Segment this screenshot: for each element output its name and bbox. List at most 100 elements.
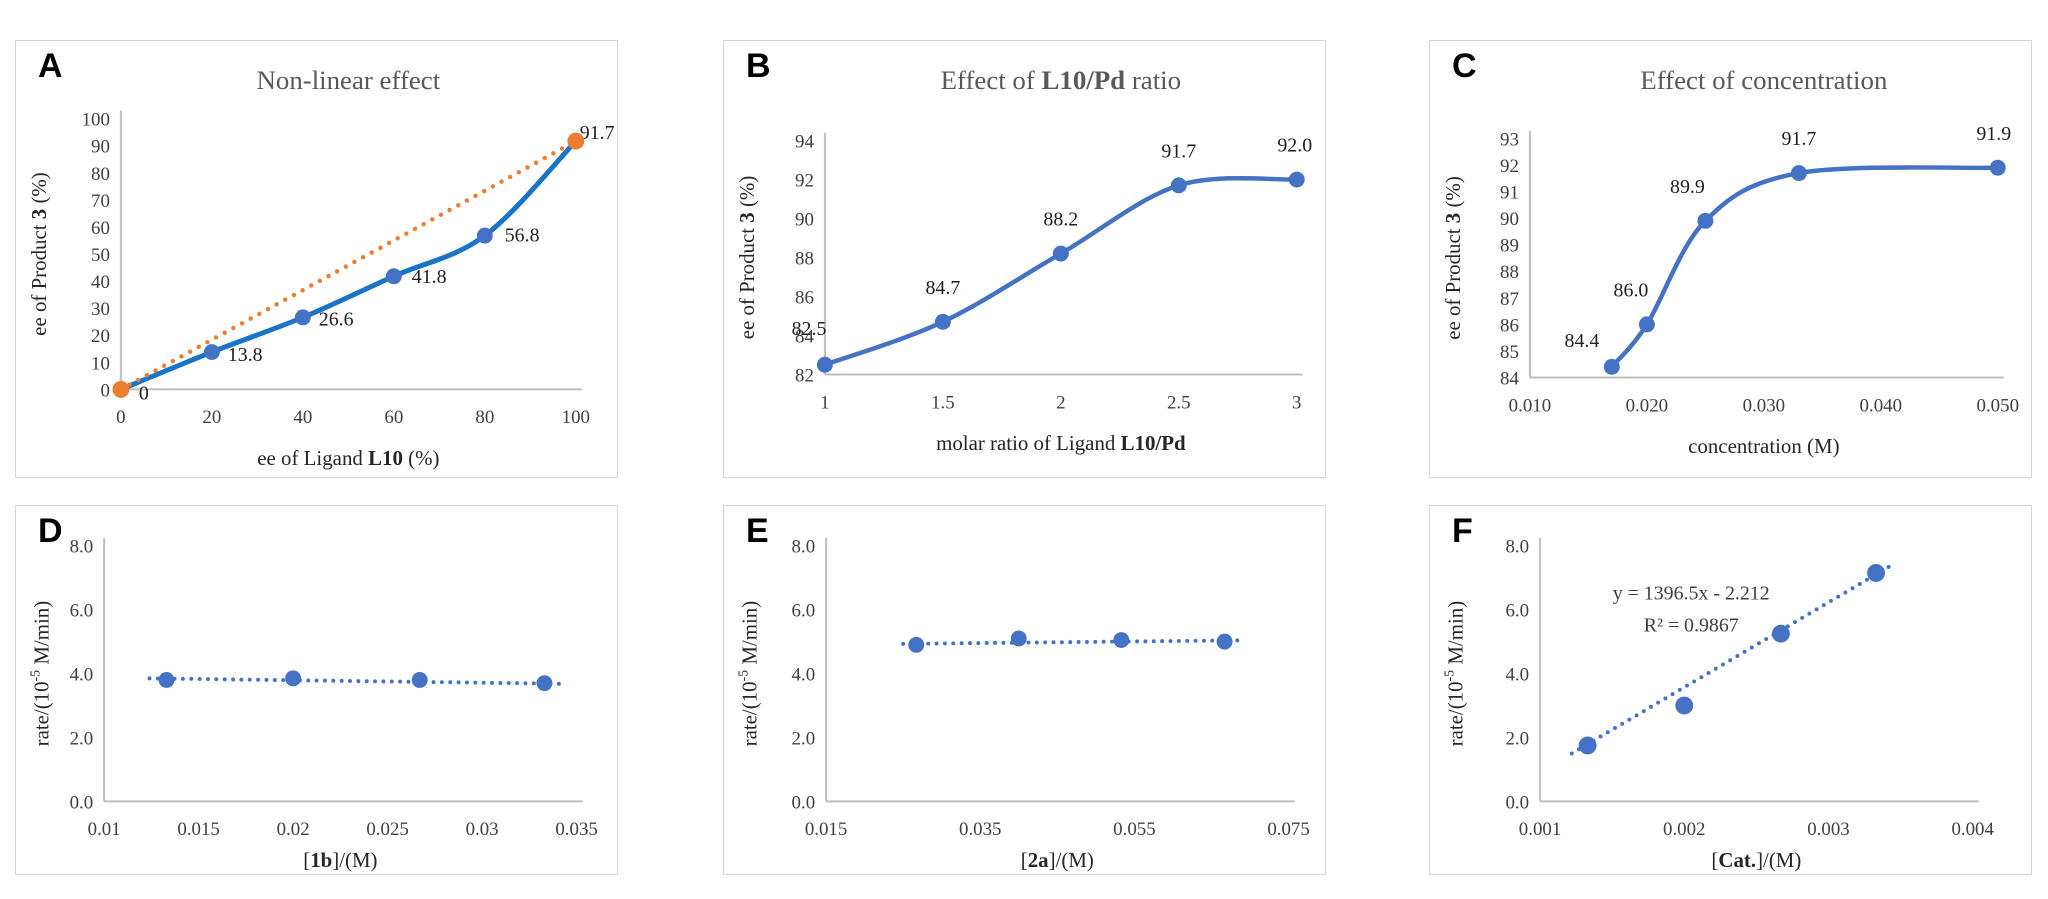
data-label: 91.7 <box>580 122 615 144</box>
y-tick-label: 2.0 <box>792 728 816 749</box>
chart-nonlinear-effect: 0 10 20 30 40 50 60 70 80 90 100 0 20 40 60 80 100 Non-li… <box>27 65 615 470</box>
x-tick-label: 0.040 <box>1860 395 1903 416</box>
x-tick-label: 0.030 <box>1743 395 1786 416</box>
chart-title: Effect of concentration <box>1640 65 1888 95</box>
x-tick-label: 0.015 <box>177 819 219 840</box>
data-point <box>1170 177 1187 194</box>
x-tick-label: 80 <box>475 407 494 428</box>
data-label: 91.7 <box>1782 128 1817 150</box>
trendline-equation: y = 1396.5x - 2.212 <box>1613 582 1770 604</box>
y-tick-label: 8.0 <box>792 537 816 558</box>
data-point <box>816 356 833 373</box>
x-tick-label: 100 <box>562 407 590 428</box>
y-tick-label: 88 <box>1500 262 1519 283</box>
data-point <box>1578 736 1597 755</box>
trendline <box>147 676 570 686</box>
data-point <box>1603 358 1620 375</box>
y-tick-label: 6.0 <box>792 601 816 622</box>
x-tick-label: 2.5 <box>1167 392 1191 413</box>
data-point <box>1113 632 1130 648</box>
data-point <box>1867 563 1886 582</box>
y-tick-label: 0.0 <box>70 792 94 813</box>
data-label: 84.7 <box>925 277 960 299</box>
y-tick-label: 92 <box>1500 156 1519 177</box>
y-axis-title: rate/(10-5 M/min) <box>737 601 762 747</box>
y-tick-label: 93 <box>1500 130 1519 151</box>
x-tick-label: 0.03 <box>466 819 499 840</box>
x-tick-label: 0.050 <box>1977 395 2020 416</box>
y-tick-label: 2.0 <box>70 728 94 749</box>
y-tick-label: 50 <box>91 245 110 266</box>
data-point <box>1052 245 1069 262</box>
chart-title: Effect of L10/Pd ratio <box>941 65 1181 95</box>
y-tick-label: 0 <box>100 380 109 401</box>
y-tick-label: 90 <box>1500 209 1519 230</box>
y-axis-title: ee of Product 3 (%) <box>1441 176 1465 340</box>
data-point <box>285 670 302 687</box>
data-label: 41.8 <box>412 266 447 288</box>
chart-rate-vs-1b: 0.0 2.0 4.0 6.0 8.0 0.01 0.015 0.02 0.025 0.03 0.0… <box>29 537 598 872</box>
chart-title: Non-linear effect <box>257 65 441 95</box>
chart-concentration-effect: 84 85 86 87 88 89 90 91 92 93 0.010 0.020 0.030 0.040… <box>1441 65 2020 458</box>
data-point <box>1771 624 1790 643</box>
data-point <box>1790 165 1807 182</box>
data-point <box>203 344 220 361</box>
data-label: 86.0 <box>1614 279 1649 301</box>
y-tick-label: 90 <box>91 137 110 158</box>
y-tick-label: 87 <box>1500 289 1519 310</box>
data-label: 82.5 <box>792 318 827 340</box>
x-tick-label: 20 <box>202 407 221 428</box>
y-axis-title: ee of Product 3 (%) <box>27 172 51 336</box>
chart-rate-vs-2a: 0.0 2.0 4.0 6.0 8.0 0.015 0.035 0.055 0.075 [2a]/… <box>737 537 1310 872</box>
chart-ratio-effect: 82 84 86 88 90 92 94 1 1.5 2 2.5 3 Effect of L10/Pd … <box>735 65 1312 455</box>
y-tick-label: 89 <box>1500 236 1519 257</box>
x-tick-label: 40 <box>293 407 312 428</box>
y-tick-label: 70 <box>91 191 110 212</box>
x-tick-label: 0 <box>116 407 125 428</box>
y-tick-label: 82 <box>795 365 814 386</box>
y-tick-label: 8.0 <box>1506 537 1530 558</box>
x-tick-label: 0.003 <box>1807 819 1849 840</box>
data-point <box>385 268 402 285</box>
x-tick-label: 0.025 <box>366 819 408 840</box>
x-axis-title: molar ratio of Ligand L10/Pd <box>936 431 1186 455</box>
data-label: 89.9 <box>1670 176 1705 198</box>
x-tick-label: 1 <box>820 392 829 413</box>
y-tick-label: 100 <box>82 110 110 131</box>
y-tick-label: 30 <box>91 299 110 320</box>
data-point <box>1216 633 1233 650</box>
y-tick-label: 86 <box>795 287 814 308</box>
x-axis-title: [Cat.]/(M) <box>1711 848 1801 872</box>
y-axis-title: ee of Product 3 (%) <box>735 176 759 340</box>
x-tick-label: 0.020 <box>1626 395 1669 416</box>
chart-rate-vs-cat: 0.0 2.0 4.0 6.0 8.0 0.001 0.002 0.003 0.004 [Cat.… <box>1443 537 1995 872</box>
data-point <box>112 380 130 398</box>
data-point <box>1989 159 2006 176</box>
y-axis-title: rate/(10-5 M/min) <box>29 601 54 747</box>
y-tick-label: 0.0 <box>1506 792 1530 813</box>
data-point <box>158 672 175 688</box>
y-tick-label: 6.0 <box>1506 601 1530 622</box>
y-tick-label: 90 <box>795 209 814 230</box>
data-label: 91.9 <box>1976 123 2011 145</box>
panel-a: A 0 10 20 30 40 50 60 70 80 90 100 0 20 40 60 80 100 Non-… <box>15 40 618 478</box>
y-tick-label: 80 <box>91 164 110 185</box>
data-point <box>1638 316 1655 333</box>
panel-letter-a: A <box>38 47 63 85</box>
data-point <box>567 132 585 150</box>
panel-c: C 84 85 86 87 88 89 90 91 92 93 0.010 0.020 0.030 0.0… <box>1429 40 2032 478</box>
data-label: 13.8 <box>228 344 263 366</box>
panel-letter-c: C <box>1452 47 1477 85</box>
panel-e: E 0.0 2.0 4.0 6.0 8.0 0.015 0.035 0.055 0.075 [2a… <box>723 505 1326 875</box>
panel-letter-b: B <box>746 47 771 85</box>
y-tick-label: 92 <box>795 170 814 191</box>
data-point <box>934 313 951 330</box>
x-tick-label: 0.001 <box>1519 819 1561 840</box>
data-point <box>294 309 311 326</box>
data-point <box>476 227 493 244</box>
y-tick-label: 6.0 <box>70 601 94 622</box>
y-tick-label: 2.0 <box>1506 728 1530 749</box>
data-point <box>1675 696 1694 715</box>
data-label: 26.6 <box>319 308 354 330</box>
